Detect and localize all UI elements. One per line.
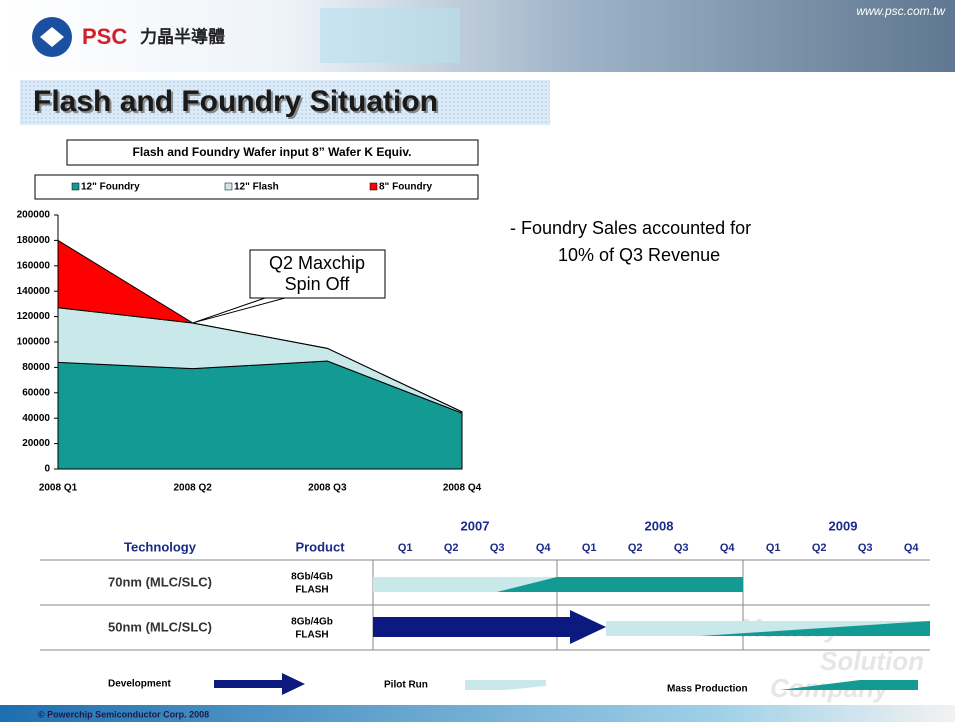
quarter: Q1: [582, 542, 597, 554]
legend-label: 8" Foundry: [379, 182, 433, 193]
chart-title: Flash and Foundry Wafer input 8” Wafer K…: [133, 145, 412, 159]
brand-cn: 力晶半導體: [140, 26, 225, 46]
y-tick-label: 200000: [17, 210, 51, 221]
year: 2008: [645, 518, 674, 533]
quarter: Q2: [812, 542, 827, 554]
quarter: Q1: [766, 542, 781, 554]
year: 2009: [829, 518, 858, 533]
y-tick-label: 60000: [22, 387, 50, 398]
y-tick-label: 140000: [17, 286, 51, 297]
header-deco: [320, 8, 460, 63]
legend-swatch: [225, 183, 232, 190]
quarter: Q2: [444, 542, 459, 554]
title: Flash and Foundry Situation: [33, 85, 438, 118]
quarter: Q4: [536, 542, 552, 554]
quarter: Q3: [674, 542, 689, 554]
y-tick-label: 80000: [22, 362, 50, 373]
y-tick-label: 180000: [17, 235, 51, 246]
y-tick-label: 20000: [22, 438, 50, 449]
x-tick-label: 2008 Q2: [173, 483, 212, 494]
product: 8Gb/4Gb: [291, 572, 333, 583]
technology: 70nm (MLC/SLC): [108, 574, 212, 589]
legend-swatch: [370, 183, 377, 190]
quarter: Q2: [628, 542, 643, 554]
year: 2007: [461, 518, 490, 533]
product: FLASH: [295, 585, 328, 596]
legend-label: 12" Flash: [234, 182, 279, 193]
legend-pilot: Pilot Run: [384, 680, 428, 691]
legend-mass: Mass Production: [667, 684, 748, 695]
header-technology: Technology: [124, 539, 197, 554]
header-product: Product: [295, 539, 345, 554]
note: 10% of Q3 Revenue: [558, 245, 720, 265]
brand: PSC: [82, 24, 127, 49]
y-tick-label: 160000: [17, 260, 51, 271]
note: - Foundry Sales accounted for: [510, 218, 751, 238]
quarter: Q1: [398, 542, 413, 554]
quarter: Q3: [490, 542, 505, 554]
legend-development: Development: [108, 679, 171, 690]
quarter: Q4: [720, 542, 736, 554]
slide: PSC 力晶半導體 www.psc.com.tw Flash and Found…: [0, 0, 955, 722]
x-tick-label: 2008 Q4: [443, 483, 482, 494]
quarter: Q3: [858, 542, 873, 554]
product: 8Gb/4Gb: [291, 617, 333, 628]
legend-label: 12" Foundry: [81, 182, 140, 193]
footer: © Powerchip Semiconductor Corp. 2008: [38, 709, 209, 719]
legend-swatch: [72, 183, 79, 190]
x-tick-label: 2008 Q1: [39, 483, 78, 494]
technology: 50nm (MLC/SLC): [108, 619, 212, 634]
y-tick-label: 120000: [17, 311, 51, 322]
url: www.psc.com.tw: [856, 4, 946, 18]
annotation: Spin Off: [285, 274, 351, 294]
x-tick-label: 2008 Q3: [308, 483, 347, 494]
quarter: Q4: [904, 542, 920, 554]
annotation: Q2 Maxchip: [269, 253, 365, 273]
y-tick-label: 40000: [22, 413, 50, 424]
y-tick-label: 0: [44, 464, 50, 475]
y-tick-label: 100000: [17, 337, 51, 348]
product: FLASH: [295, 630, 328, 641]
